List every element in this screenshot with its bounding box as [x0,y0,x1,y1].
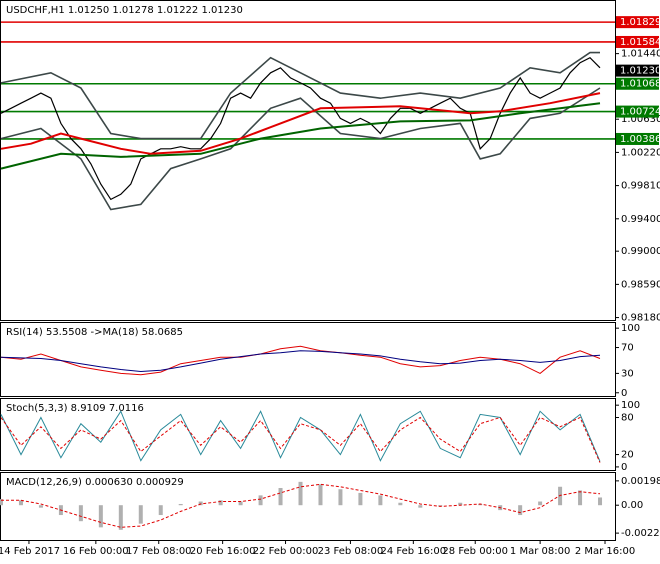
level-tag [616,132,659,145]
x-tick-label: 1 Mar 08:00 [510,546,570,557]
y-tick-label: 1.00630 [621,114,660,125]
macd-bar [298,481,303,506]
x-tick-label: 16 Feb 00:00 [63,546,129,557]
x-tick-label: 28 Feb 00:00 [442,546,508,557]
series-line [0,416,601,463]
macd-bar [138,505,143,524]
y-tick-label: -0.00227 [621,528,660,539]
price-panel [0,0,616,321]
series-line [0,92,601,155]
level-label: 1.01829 [620,17,660,28]
macd-bar [118,505,123,530]
macd-bar [78,505,83,522]
level-label: 1.00724 [620,107,660,118]
panel-title: MACD(12,26,9) 0.000630 0.000929 [6,477,184,488]
macd-bar [198,501,203,506]
x-tick-label: 17 Feb 08:00 [126,546,192,557]
y-tick-label: 1.00220 [621,147,660,158]
last-price-label: 1.01230 [620,66,660,77]
macd-bar [158,505,163,516]
series-line [0,350,601,373]
macd-bar [378,495,383,506]
level-tag [616,35,659,48]
panel-title: Stoch(5,3,3) 8.9109 7.0116 [6,403,144,414]
macd-bar [318,484,323,506]
macd-bar [398,502,403,506]
y-tick-label: 80 [621,413,634,424]
x-tick-label: 14 Feb 2017 [0,546,60,557]
y-tick-label: 0.98590 [621,279,660,290]
series-line [0,87,601,211]
x-tick-label: 2 Mar 16:00 [575,546,635,557]
y-tick-label: 0.99400 [621,214,660,225]
macd-bar [278,487,283,506]
stoch-panel [0,398,616,471]
level-label: 1.01584 [620,37,660,48]
y-tick-label: 70 [621,343,634,354]
panel-title: RSI(14) 53.5508 ->MA(18) 58.0685 [6,327,183,338]
level-tag [616,77,659,90]
x-tick-label: 23 Feb 08:00 [318,546,384,557]
macd-bar [538,501,543,506]
macd-bar [438,505,443,507]
y-tick-label: 0 [621,388,627,399]
level-label: 1.01068 [620,79,660,90]
y-tick-label: 0.00 [621,500,643,511]
rsi-panel [0,322,616,397]
macd-bar [598,497,603,506]
macd-bar [18,500,23,506]
panel-title: USDCHF,H1 1.01250 1.01278 1.01222 1.0123… [6,5,243,16]
series-line [0,102,601,170]
y-tick-label: 0 [621,462,627,473]
macd-bar [178,503,183,506]
macd-bar [518,505,523,516]
last-price-tag [616,64,659,77]
y-tick-label: 30 [621,368,634,379]
x-tick-label: 24 Feb 16:00 [381,546,447,557]
macd-bar [458,502,463,506]
macd-bar [338,489,343,506]
y-tick-label: 0.001981 [621,476,660,487]
macd-bar [258,495,263,506]
level-tag [616,16,659,29]
macd-panel [0,472,616,541]
macd-bar [98,505,103,528]
x-tick-label: 20 Feb 16:00 [190,546,256,557]
series-line [0,56,601,201]
y-tick-label: 20 [621,450,634,461]
macd-bar [38,505,43,508]
x-tick-label: 22 Feb 00:00 [253,546,319,557]
macd-bar [478,503,483,506]
macd-bar [358,492,363,506]
y-tick-label: 100 [621,323,640,334]
macd-bar [418,505,423,508]
y-tick-label: 0.99810 [621,181,660,192]
y-tick-label: 0.98180 [621,313,660,324]
y-tick-label: 100 [621,400,640,411]
series-line [0,51,600,140]
macd-bar [218,500,223,506]
macd-bar [238,501,243,506]
y-tick-label: 1.01440 [621,49,660,60]
level-tag [616,105,659,118]
macd-bar [0,499,3,506]
series-line [1,483,601,528]
level-label: 1.00386 [620,134,660,145]
series-line [0,410,601,462]
y-tick-label: 0.99000 [621,246,660,257]
macd-bar [578,490,583,506]
